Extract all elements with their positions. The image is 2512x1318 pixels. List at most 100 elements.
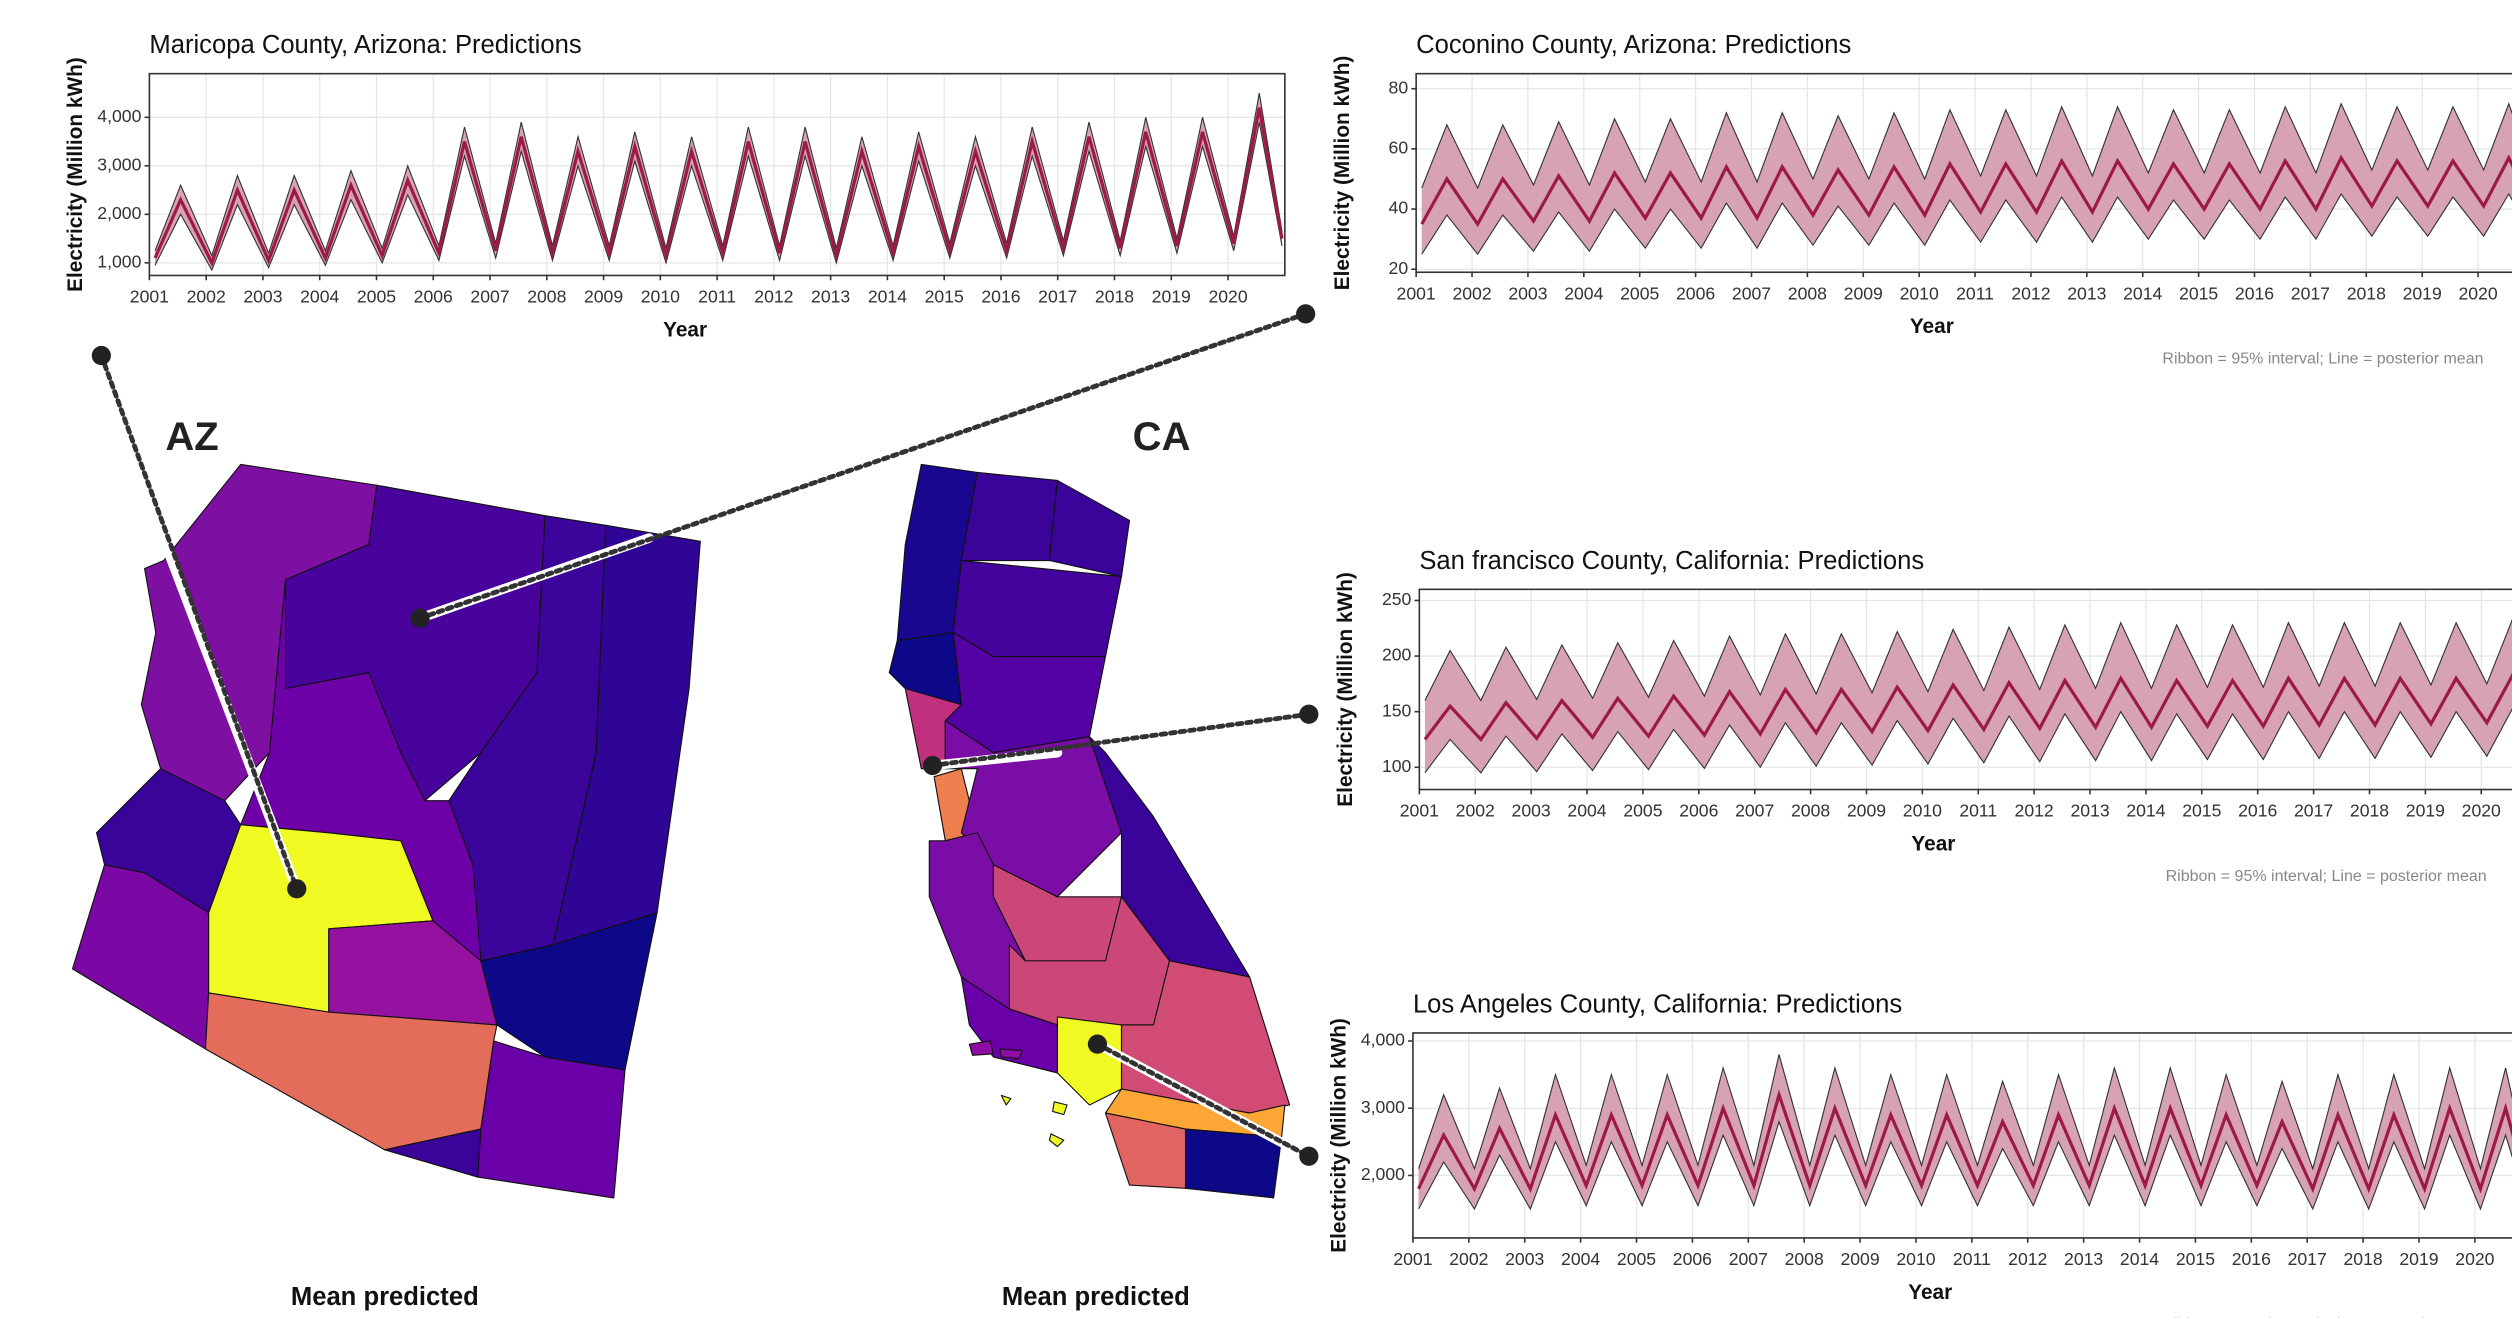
x-tick-label: 2016 — [981, 287, 1020, 307]
plot-border — [1412, 1032, 2512, 1239]
x-tick-label: 2010 — [1896, 1249, 1935, 1269]
x-tick-label: 2018 — [2347, 283, 2386, 303]
ribbon-lower-edge — [154, 122, 1283, 272]
x-tick-label: 2019 — [2403, 283, 2442, 303]
county — [960, 471, 1058, 562]
x-tick-label: 2004 — [1567, 801, 1606, 821]
caption: Ribbon = 95% interval; Line = posterior … — [2162, 351, 2483, 368]
x-tick-label: 2020 — [2462, 801, 2501, 821]
y-axis-label: Electricity (Million kWh) — [1328, 1018, 1351, 1253]
x-tick-label: 2009 — [584, 287, 623, 307]
county — [480, 912, 658, 1071]
x-tick-label: 2006 — [1679, 801, 1718, 821]
x-tick-label: 2006 — [1673, 1249, 1712, 1269]
x-tick-label: 2005 — [1620, 283, 1659, 303]
x-tick-label: 2019 — [2399, 1249, 2438, 1269]
x-tick-label: 2018 — [1095, 287, 1134, 307]
x-tick-label: 2004 — [1564, 283, 1603, 303]
connectors — [91, 304, 1319, 1166]
mean-line — [1417, 1089, 2512, 1194]
x-tick-label: 2008 — [1791, 801, 1830, 821]
line-chart: 100 150 200 250 2001 2002 2003 2004 2005 2006 2007… — [1334, 547, 2512, 885]
ribbon-lower-edge — [1424, 708, 2512, 774]
x-axis-label: Year — [1910, 315, 1954, 338]
island — [1048, 1133, 1065, 1148]
y-tick-label: 80 — [1389, 77, 1409, 97]
y-tick-label: 60 — [1389, 138, 1409, 158]
connector — [417, 311, 1309, 621]
x-tick-label: 2013 — [811, 287, 850, 307]
y-tick-label: 40 — [1389, 198, 1409, 218]
county — [1048, 479, 1131, 578]
x-tick-label: 2016 — [2238, 801, 2277, 821]
x-tick-label: 2011 — [698, 287, 736, 307]
x-tick-label: 2013 — [2064, 1249, 2103, 1269]
y-tick-label: 2,000 — [1361, 1164, 1405, 1184]
x-axis-label: Year — [663, 318, 707, 341]
y-tick-label: 200 — [1382, 645, 1412, 665]
y-axis-label: Electricity (Million kWh) — [64, 57, 87, 292]
ribbon-upper-edge — [1424, 618, 2512, 702]
x-tick-label: 2014 — [2120, 1249, 2159, 1269]
y-axis-label: Electricity (Million kWh) — [1331, 56, 1354, 291]
x-tick-label: 2020 — [2455, 1249, 2494, 1269]
island — [968, 1040, 994, 1056]
x-tick-label: 2007 — [1735, 801, 1774, 821]
x-tick-label: 2001 — [130, 287, 169, 307]
ribbon-upper-edge — [1418, 1054, 2512, 1171]
x-tick-label: 2010 — [1900, 283, 1939, 303]
ribbon-upper-edge — [1421, 102, 2512, 190]
county — [1104, 1112, 1187, 1189]
county — [1056, 1016, 1123, 1106]
county — [928, 832, 1026, 1026]
x-tick-label: 2018 — [2350, 801, 2389, 821]
y-tick-label: 1,000 — [97, 251, 141, 271]
x-tick-label: 2018 — [2343, 1249, 2382, 1269]
chart-title: Los Angeles County, California: Predicti… — [1413, 990, 1902, 1018]
connector-dot — [1299, 704, 1319, 724]
x-tick-label: 2012 — [2015, 801, 2054, 821]
connector-dot — [91, 345, 111, 366]
x-tick-label: 2012 — [2008, 1249, 2047, 1269]
x-tick-label: 2015 — [2182, 801, 2221, 821]
ribbon-lower-edge — [1421, 192, 2512, 256]
line-chart: 20 40 60 80 2001 2002 2003 2004 2005 2006 2007 2008… — [1331, 31, 2512, 368]
x-tick-label: 2007 — [1732, 283, 1771, 303]
legend-title: Mean predicted — [1002, 1283, 1190, 1311]
legend-title: Mean predicted — [291, 1283, 479, 1311]
x-tick-label: 2003 — [1512, 801, 1551, 821]
x-tick-label: 2019 — [1152, 287, 1191, 307]
x-tick-label: 2015 — [925, 287, 964, 307]
county — [952, 559, 1123, 658]
x-tick-label: 2017 — [2288, 1249, 2327, 1269]
connector-dot — [922, 755, 943, 776]
x-tick-label: 2009 — [1847, 801, 1886, 821]
caption: Ribbon = 95% interval; Line = posterior … — [2162, 1316, 2483, 1318]
x-tick-label: 2013 — [2070, 801, 2109, 821]
county — [1184, 1128, 1283, 1199]
ribbon-lower-edge — [1418, 1119, 2512, 1211]
x-tick-label: 2005 — [1617, 1249, 1656, 1269]
chart-title: Coconino County, Arizona: Predictions — [1416, 31, 1851, 59]
y-tick-label: 4,000 — [1361, 1030, 1405, 1050]
mean-line — [1423, 672, 2512, 743]
x-tick-label: 2002 — [1452, 283, 1491, 303]
x-tick-label: 2015 — [2176, 1249, 2215, 1269]
x-tick-label: 2001 — [1397, 283, 1436, 303]
x-tick-label: 2015 — [2179, 283, 2218, 303]
y-tick-label: 150 — [1382, 700, 1412, 720]
y-tick-label: 3,000 — [1361, 1097, 1405, 1117]
plot-border — [1415, 72, 2512, 274]
x-tick-label: 2012 — [2011, 283, 2050, 303]
island — [1052, 1101, 1068, 1116]
x-tick-label: 2002 — [1449, 1249, 1488, 1269]
x-tick-label: 2011 — [1956, 283, 1994, 303]
arizona-map — [71, 463, 701, 1199]
x-tick-label: 2004 — [300, 287, 339, 307]
x-tick-label: 2003 — [243, 287, 282, 307]
x-tick-label: 2002 — [1456, 801, 1495, 821]
x-tick-label: 2010 — [641, 287, 680, 307]
ribbon — [1421, 103, 2512, 255]
plot-border — [148, 72, 1286, 277]
